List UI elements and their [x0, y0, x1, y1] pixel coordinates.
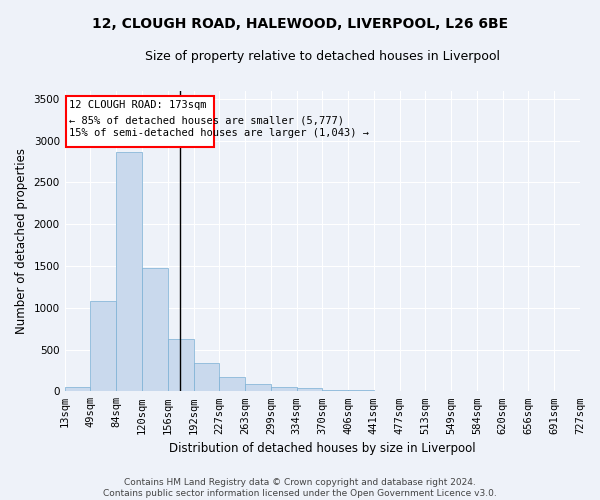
Bar [91, 301, 116, 392]
Text: Contains HM Land Registry data © Crown copyright and database right 2024.
Contai: Contains HM Land Registry data © Crown c… [103, 478, 497, 498]
Bar [271, 387, 296, 392]
Bar [296, 388, 322, 392]
Bar [322, 390, 348, 392]
Text: 12, CLOUGH ROAD, HALEWOOD, LIVERPOOL, L26 6BE: 12, CLOUGH ROAD, HALEWOOD, LIVERPOOL, L2… [92, 18, 508, 32]
Y-axis label: Number of detached properties: Number of detached properties [15, 148, 28, 334]
Text: 12 CLOUGH ROAD: 173sqm: 12 CLOUGH ROAD: 173sqm [68, 100, 206, 110]
Bar [116, 152, 142, 392]
Bar [245, 384, 271, 392]
Bar [66, 96, 214, 148]
Text: ← 85% of detached houses are smaller (5,777): ← 85% of detached houses are smaller (5,… [68, 116, 344, 126]
Bar [142, 268, 168, 392]
X-axis label: Distribution of detached houses by size in Liverpool: Distribution of detached houses by size … [169, 442, 476, 455]
Bar [193, 363, 219, 392]
Title: Size of property relative to detached houses in Liverpool: Size of property relative to detached ho… [145, 50, 500, 63]
Bar [168, 338, 193, 392]
Bar [219, 377, 245, 392]
Bar [348, 390, 374, 392]
Bar [65, 387, 91, 392]
Text: 15% of semi-detached houses are larger (1,043) →: 15% of semi-detached houses are larger (… [68, 128, 368, 138]
